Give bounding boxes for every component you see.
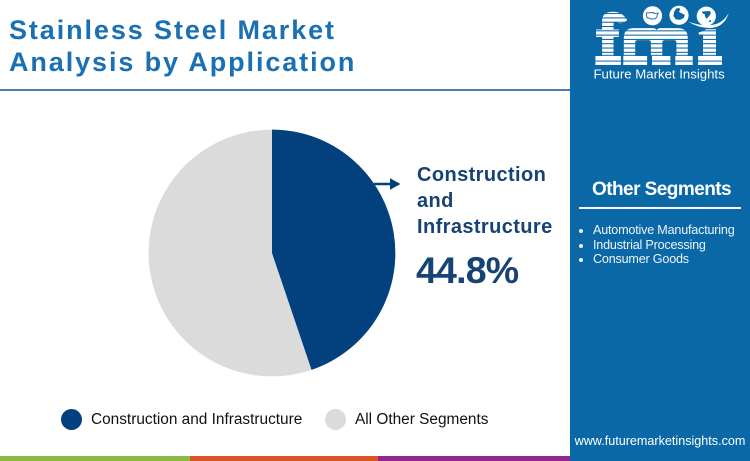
svg-text:Future Market Insights: Future Market Insights <box>594 67 726 82</box>
